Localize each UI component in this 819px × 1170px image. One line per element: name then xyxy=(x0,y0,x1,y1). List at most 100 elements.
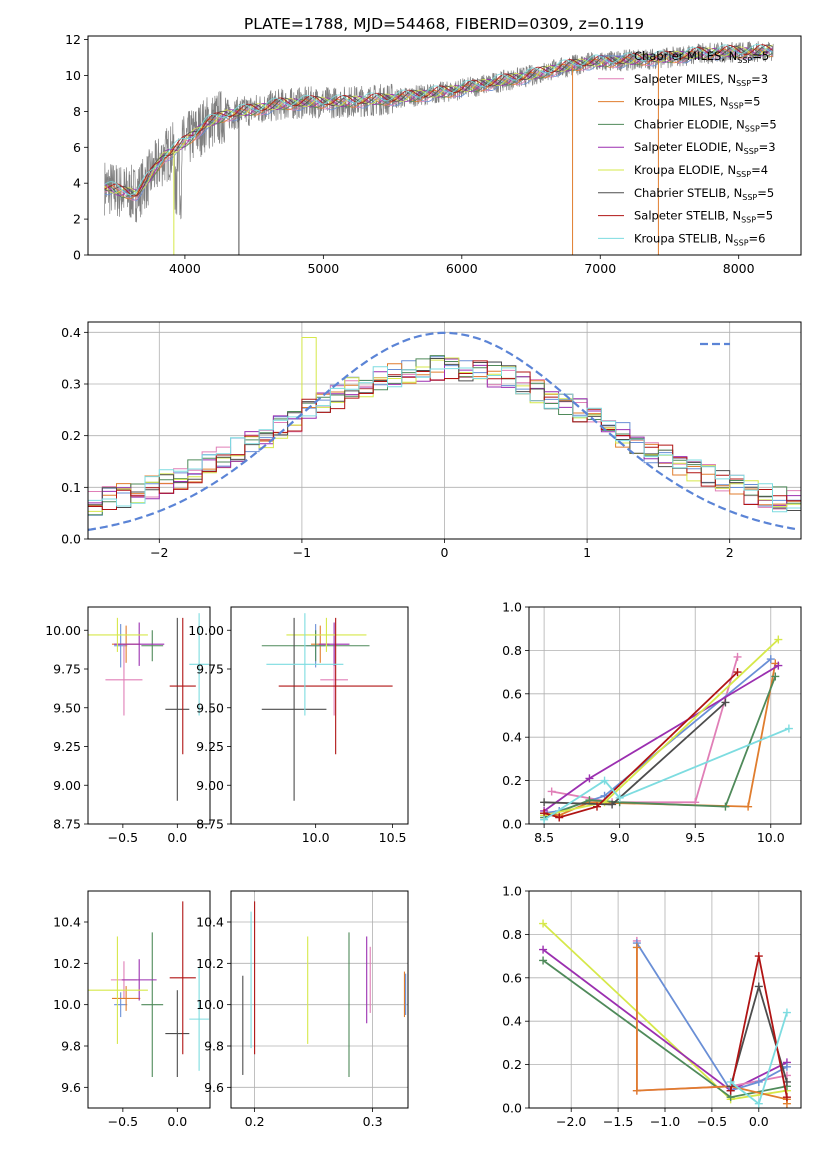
x-tick-label: 2 xyxy=(726,545,734,560)
weight-marker xyxy=(754,952,763,961)
y-tick-label: 0.6 xyxy=(502,970,522,985)
axes-frame xyxy=(87,606,211,825)
x-tick-label: 6000 xyxy=(446,261,478,276)
legend-sub: SSP xyxy=(744,147,759,156)
errorbar-point xyxy=(114,992,128,1018)
x-tick-label: 0.0 xyxy=(167,830,187,845)
weight-marker xyxy=(539,956,548,965)
legend-suffix: =6 xyxy=(749,231,766,245)
y-tick-label: 0.0 xyxy=(61,532,81,547)
weight-series-line xyxy=(551,656,739,804)
legend-sub: SSP xyxy=(729,102,744,111)
panel-mass-age: 10.0 10.5 8.75 9.00 9.25 9.50 9.75 10.00 xyxy=(188,606,409,845)
plot-area-spectrum xyxy=(104,41,774,255)
x-tick-label: 7000 xyxy=(584,261,616,276)
errorbar-point xyxy=(286,617,367,652)
weight-marker xyxy=(608,800,617,809)
legend-label: Kroupa ELODIE, N xyxy=(634,163,736,177)
panel-spectrum: 4000 5000 6000 7000 8000 0 2 4 6 8 10 12 Chabrier MI… xyxy=(65,32,802,276)
legend-sub: SSP xyxy=(737,56,752,65)
x-tick-label: 0.3 xyxy=(363,1114,383,1129)
y-tick-label: 0.2 xyxy=(502,1057,522,1072)
weight-marker xyxy=(766,655,775,664)
y-tick-label: 0.2 xyxy=(502,773,522,788)
x-tick-label: 0.0 xyxy=(749,1114,769,1129)
errorbar-point xyxy=(278,617,393,755)
legend-entry: Kroupa STELIB, NSSP=6 xyxy=(634,231,765,247)
plot-area-mass-age xyxy=(261,613,393,801)
legend-label: Salpeter STELIB, N xyxy=(634,209,741,223)
x-tick-label: −0.5 xyxy=(108,1114,138,1129)
x-tick-label: 4000 xyxy=(169,261,201,276)
histogram-step xyxy=(88,366,801,513)
errorbar-point xyxy=(169,617,196,755)
y-tick-label: 8.75 xyxy=(196,817,224,832)
x-tick-label: 0.2 xyxy=(245,1114,265,1129)
y-tick-label: 9.6 xyxy=(204,1080,224,1095)
axes-frame xyxy=(230,890,409,1109)
errorbar-point xyxy=(165,990,190,1077)
weight-marker xyxy=(539,945,548,954)
weight-series-line xyxy=(543,663,777,817)
weight-series-line xyxy=(543,664,779,812)
errorbar-point xyxy=(121,959,157,1001)
x-tick-label: 8.5 xyxy=(534,830,554,845)
y-tick-label: 12 xyxy=(65,32,81,47)
weight-marker xyxy=(784,724,793,733)
y-tick-label: 9.8 xyxy=(61,1039,81,1054)
y-tick-label: 0 xyxy=(73,248,81,263)
legend-entry: Kroupa ELODIE, NSSP=4 xyxy=(634,163,768,179)
y-tick-label: 9.6 xyxy=(61,1080,81,1095)
y-tick-label: 0.0 xyxy=(502,817,522,832)
panel-ebv-mass: 0.2 0.3 9.6 9.8 10.0 10.2 10.4 xyxy=(196,890,409,1129)
errorbar-point xyxy=(114,624,128,668)
y-tick-label: 9.8 xyxy=(204,1039,224,1054)
legend-suffix: =5 xyxy=(756,209,773,223)
panel-z-age: −0.5 0.0 8.75 9.00 9.25 9.50 9.75 10.00 xyxy=(45,606,211,845)
weight-marker xyxy=(600,776,609,785)
y-tick-label: 0.3 xyxy=(61,377,81,392)
legend-sub: SSP xyxy=(736,170,751,179)
weight-marker xyxy=(733,668,742,677)
y-tick-label: 0.6 xyxy=(502,686,522,701)
legend-sub: SSP xyxy=(734,238,749,247)
y-tick-label: 10 xyxy=(65,68,81,83)
x-tick-label: 0 xyxy=(441,545,449,560)
spectrum-model-line xyxy=(104,43,773,196)
histogram-step xyxy=(88,360,801,510)
x-tick-label: 0.0 xyxy=(167,1114,187,1129)
legend-suffix: =5 xyxy=(752,49,769,63)
panel-z-mass: −0.5 0.0 9.6 9.8 10.0 10.2 10.4 xyxy=(53,890,211,1129)
weight-marker xyxy=(585,774,594,783)
y-tick-label: 0.4 xyxy=(502,1014,522,1029)
y-tick-label: 0.8 xyxy=(502,643,522,658)
weight-marker xyxy=(726,1077,735,1086)
errorbar-point xyxy=(189,967,209,1071)
x-tick-label: −0.5 xyxy=(697,1114,727,1129)
y-tick-label: 10.2 xyxy=(53,956,81,971)
legend-entry: Salpeter ELODIE, NSSP=3 xyxy=(634,140,776,156)
legend-label: Chabrier ELODIE, N xyxy=(634,117,745,131)
legend-suffix: =4 xyxy=(751,163,768,177)
spectrum-model-line xyxy=(104,48,773,200)
y-tick-label: 9.25 xyxy=(53,739,81,754)
y-tick-label: 10.0 xyxy=(196,997,224,1012)
weight-marker xyxy=(754,1099,763,1108)
y-tick-label: 9.25 xyxy=(196,739,224,754)
errorbar-point xyxy=(266,613,344,716)
legend-suffix: =5 xyxy=(744,95,761,109)
errorbar-point xyxy=(261,617,327,801)
weight-marker xyxy=(771,672,780,681)
y-tick-label: 1.0 xyxy=(502,884,522,899)
legend-entry: Chabrier STELIB, NSSP=5 xyxy=(634,186,774,202)
plot-area-residuals xyxy=(88,331,801,531)
legend-suffix: =5 xyxy=(760,117,777,131)
weight-marker xyxy=(733,652,742,661)
weight-marker xyxy=(774,661,783,670)
y-tick-label: 1.0 xyxy=(502,600,522,615)
weight-marker xyxy=(721,802,730,811)
y-tick-label: 10.4 xyxy=(53,915,81,930)
spectrum-model-line xyxy=(104,48,773,202)
